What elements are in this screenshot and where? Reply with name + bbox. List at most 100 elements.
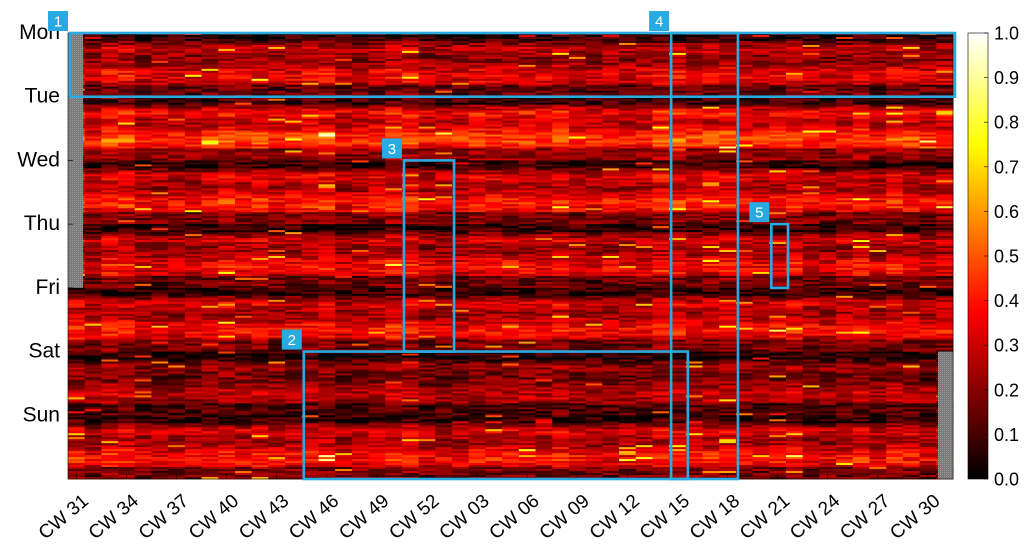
heatmap-cell xyxy=(368,257,386,261)
heatmap-cell xyxy=(134,327,152,331)
heatmap-cell xyxy=(318,98,336,102)
heatmap-cell xyxy=(418,437,436,440)
heatmap-cell xyxy=(335,375,353,378)
heatmap-cell xyxy=(218,90,236,94)
heatmap-cell xyxy=(401,431,420,434)
heatmap-cell xyxy=(168,216,186,219)
heatmap-cell xyxy=(234,305,253,309)
heatmap-cell xyxy=(301,100,319,104)
heatmap-cell xyxy=(418,200,436,203)
heatmap-cell xyxy=(418,228,436,231)
heatmap-cell xyxy=(184,198,202,201)
heatmap-cell xyxy=(218,337,236,341)
heatmap-cell xyxy=(418,238,436,241)
heatmap-cell xyxy=(101,54,119,58)
heatmap-cell xyxy=(418,142,436,145)
heatmap-cell xyxy=(335,66,353,70)
heatmap-cell xyxy=(84,192,102,195)
heatmap-cell xyxy=(318,337,336,341)
heatmap-cell xyxy=(151,263,169,267)
heatmap-cell xyxy=(118,281,136,285)
heatmap-cell xyxy=(201,461,219,464)
heatmap-cell xyxy=(168,60,186,64)
heatmap-cell xyxy=(184,401,202,404)
heatmap-cell xyxy=(234,218,253,221)
heatmap-cell xyxy=(168,230,186,233)
heatmap-cell xyxy=(101,66,119,70)
heatmap-cell xyxy=(218,110,236,114)
heatmap-cell xyxy=(351,182,369,185)
heatmap-cell xyxy=(84,457,102,460)
heatmap-cell xyxy=(418,212,436,215)
heatmap-cell xyxy=(351,116,369,120)
heatmap-cell xyxy=(184,461,202,464)
heatmap-cell xyxy=(118,471,136,474)
heatmap-cell xyxy=(151,180,169,183)
heatmap-cell xyxy=(301,178,319,181)
heatmap-cell xyxy=(134,453,152,456)
heatmap-cell xyxy=(134,267,152,271)
heatmap-cell xyxy=(118,323,136,327)
heatmap-cell xyxy=(268,36,286,40)
heatmap-cell xyxy=(184,431,202,434)
heatmap-cell xyxy=(184,337,202,341)
heatmap-cell xyxy=(151,257,169,261)
heatmap-cell xyxy=(218,152,236,155)
heatmap-cell xyxy=(418,84,436,88)
heatmap-cell xyxy=(134,367,152,370)
heatmap-cell xyxy=(84,391,102,394)
heatmap-cell xyxy=(285,162,303,165)
heatmap-cell xyxy=(401,122,420,125)
heatmap-cell xyxy=(101,381,119,384)
heatmap-cell xyxy=(151,104,169,108)
heatmap-cell xyxy=(285,186,303,189)
heatmap-cell xyxy=(134,383,152,386)
heatmap-cell xyxy=(318,411,336,414)
heatmap-cell xyxy=(168,305,186,309)
heatmap-cell xyxy=(151,114,169,118)
heatmap-cell xyxy=(84,415,102,418)
heatmap-cell xyxy=(285,283,303,287)
heatmap-cell xyxy=(234,323,253,327)
heatmap-cell xyxy=(385,158,403,161)
heatmap-cell xyxy=(301,88,319,92)
heatmap-cell xyxy=(418,250,436,253)
heatmap-cell xyxy=(84,465,102,468)
heatmap-cell xyxy=(218,222,236,225)
heatmap-cell xyxy=(268,471,286,474)
heatmap-cell xyxy=(234,341,253,345)
heatmap-cell xyxy=(251,399,269,402)
heatmap-cell xyxy=(401,417,420,420)
heatmap-cell xyxy=(335,192,353,195)
heatmap-cell xyxy=(151,136,169,139)
heatmap-cell xyxy=(285,413,303,416)
heatmap-cell xyxy=(251,349,269,352)
heatmap-cell xyxy=(134,397,152,400)
heatmap-cell xyxy=(201,271,219,275)
heatmap-cell xyxy=(435,82,453,86)
heatmap-cell xyxy=(234,102,253,106)
heatmap-cell xyxy=(385,391,403,394)
heatmap-cell xyxy=(285,437,303,440)
heatmap-cell xyxy=(418,150,436,153)
heatmap-cell xyxy=(301,36,319,40)
heatmap-cell xyxy=(435,76,453,80)
heatmap-cell xyxy=(201,116,219,120)
heatmap-cell xyxy=(418,455,436,458)
heatmap-cell xyxy=(418,244,436,247)
heatmap-cell xyxy=(335,475,353,478)
heatmap-cell xyxy=(168,373,186,376)
heatmap-cell xyxy=(201,401,219,404)
heatmap-cell xyxy=(134,357,152,360)
heatmap-cell xyxy=(268,58,286,62)
heatmap-cell xyxy=(84,244,102,247)
heatmap-cell xyxy=(201,176,219,179)
heatmap-cell xyxy=(218,411,236,414)
heatmap-cell xyxy=(218,150,236,153)
heatmap-cell xyxy=(401,186,420,189)
heatmap-cell xyxy=(385,74,403,78)
heatmap-cell xyxy=(268,180,286,183)
heatmap-cell xyxy=(268,250,286,253)
heatmap-cell xyxy=(151,162,169,165)
heatmap-cell xyxy=(218,329,236,333)
